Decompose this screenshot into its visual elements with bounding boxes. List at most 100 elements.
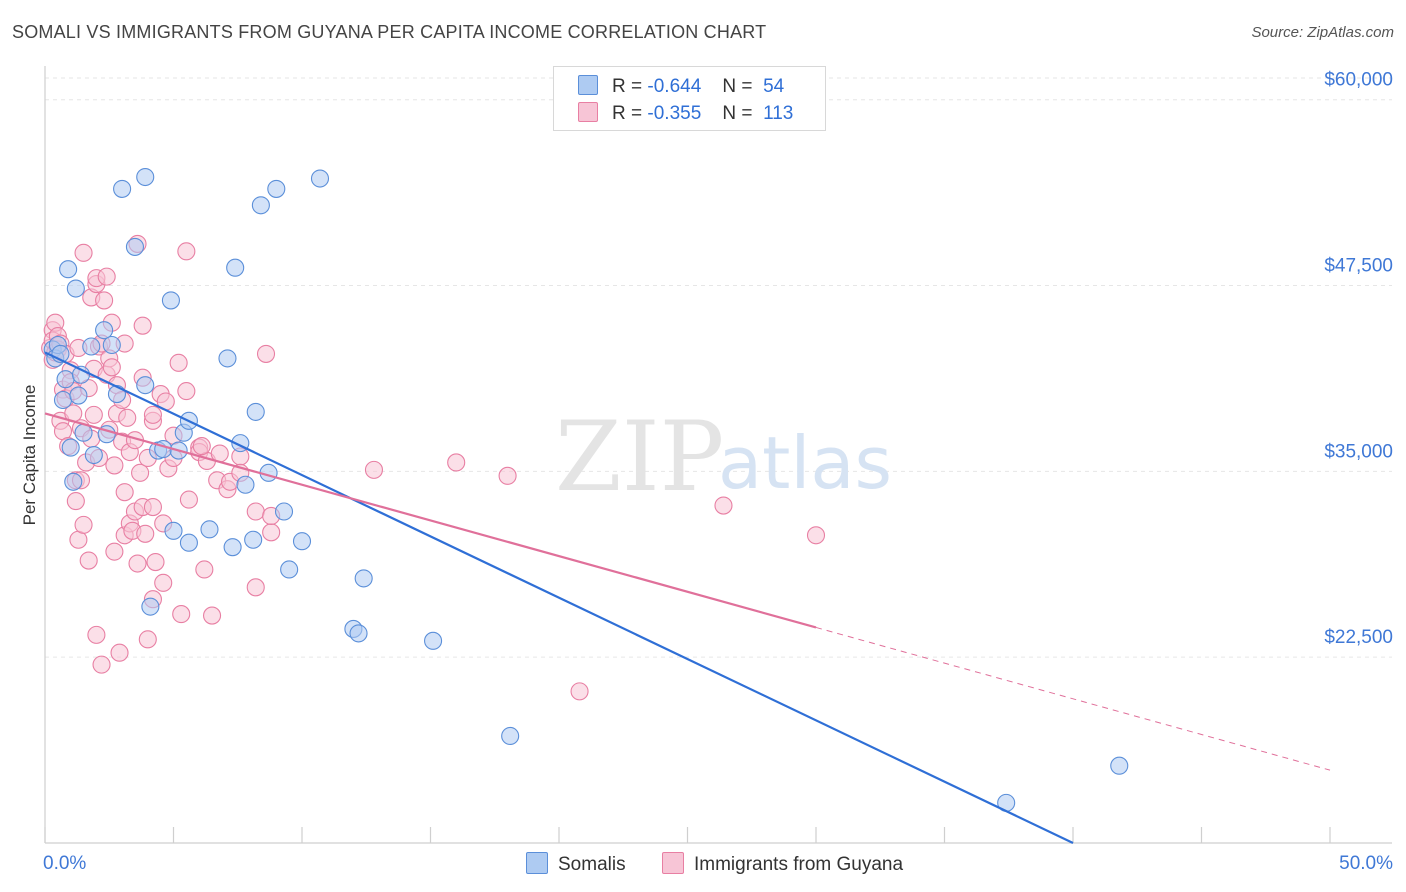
- legend-r-label: R =: [612, 76, 643, 97]
- legend-r-label: R =: [612, 103, 643, 124]
- axes: [44, 66, 1392, 844]
- guyana-point: [128, 554, 147, 573]
- guyana-point: [74, 243, 93, 262]
- guyana-point: [447, 453, 466, 472]
- somali-point: [82, 337, 101, 356]
- guyana-point: [102, 358, 121, 377]
- correlation-legend: R = -0.644 N = 54 R = -0.355 N = 113: [553, 66, 826, 131]
- legend-n-value: 113: [763, 103, 794, 124]
- guyana-point: [364, 460, 384, 479]
- guyana-point: [570, 682, 589, 701]
- legend-n-label: N =: [722, 103, 753, 124]
- somali-point: [251, 196, 270, 215]
- watermark: ZIP atlas: [555, 401, 892, 513]
- chart-title: SOMALI VS IMMIGRANTS FROM GUYANA PER CAP…: [12, 22, 767, 42]
- bottom-legend-guyana: Immigrants from Guyana: [662, 852, 903, 876]
- bottom-legend-label-guyana: Immigrants from Guyana: [694, 854, 904, 875]
- somali-point: [95, 321, 114, 340]
- guyana-point: [169, 353, 188, 372]
- somali-point: [292, 532, 312, 551]
- somali-point: [349, 624, 368, 643]
- watermark-zip: ZIP: [555, 401, 724, 513]
- somali-point: [236, 475, 255, 494]
- y-tick-label: $47,500: [1324, 256, 1393, 277]
- somali-point: [267, 179, 286, 198]
- guyana-point: [66, 492, 85, 511]
- somali-point: [310, 169, 330, 188]
- somali-point: [61, 438, 80, 457]
- guyana-point: [177, 242, 196, 261]
- guyana-point: [192, 437, 211, 456]
- bottom-legend-swatch-somalis: [526, 852, 548, 874]
- guyana-point: [97, 267, 116, 286]
- legend-r-value: -0.355: [647, 103, 702, 124]
- guyana-point: [262, 523, 281, 542]
- guyana-point: [133, 316, 152, 335]
- y-axis-label: Per Capita Income: [20, 384, 39, 526]
- y-tick-label: $60,000: [1324, 70, 1393, 91]
- somali-point: [136, 376, 155, 395]
- legend-row-somalis: R = -0.644 N = 54: [578, 75, 784, 101]
- bottom-legend-somalis: Somalis: [526, 852, 626, 876]
- guyana-point: [154, 573, 173, 592]
- guyana-point: [143, 405, 162, 424]
- bottom-legend-label-somalis: Somalis: [558, 854, 626, 875]
- y-tick-label: $35,000: [1324, 441, 1393, 462]
- somali-point: [223, 538, 242, 557]
- legend-n-value: 54: [763, 76, 785, 97]
- somali-point: [226, 258, 245, 277]
- guyana-point: [138, 630, 157, 649]
- guyana-point: [806, 526, 826, 545]
- somali-point: [246, 402, 265, 421]
- guyana-point: [131, 463, 150, 482]
- somali-point: [102, 335, 121, 355]
- guyana-point: [203, 606, 222, 625]
- guyana-point: [136, 524, 155, 543]
- guyana-point: [118, 408, 137, 427]
- somali-point: [141, 597, 160, 616]
- somali-point: [125, 237, 144, 256]
- trend-lines: [44, 351, 1331, 844]
- guyana-point: [498, 466, 517, 485]
- legend-r-value: -0.644: [647, 76, 702, 97]
- legend-row-guyana: R = -0.355 N = 113: [578, 102, 793, 128]
- guyana-point: [115, 483, 134, 502]
- somali-point: [64, 472, 83, 491]
- source-label: Source: ZipAtlas.com: [1251, 24, 1394, 41]
- somali-point: [280, 560, 299, 579]
- somali-trend-line: [44, 351, 1074, 844]
- somali-point: [69, 386, 88, 405]
- somali-point: [218, 349, 237, 368]
- guyana-point: [95, 291, 114, 310]
- guyana-point: [172, 605, 191, 624]
- somali-point: [84, 445, 103, 465]
- somali-point: [179, 533, 198, 552]
- guyana-point: [246, 578, 265, 597]
- legend-swatch-somalis: [578, 75, 598, 95]
- bottom-legend-swatch-guyana: [662, 852, 684, 874]
- legend-n-label: N =: [722, 76, 753, 97]
- guyana-point: [105, 456, 124, 475]
- somali-point: [154, 440, 173, 459]
- guyana-point: [143, 497, 162, 517]
- guyana-point: [714, 496, 733, 515]
- guyana-point: [179, 490, 198, 509]
- guyana-trend-extension: [815, 626, 1331, 771]
- grid-lines: [45, 77, 1392, 658]
- guyana-point: [74, 515, 93, 534]
- somali-point: [59, 260, 78, 279]
- y-tick-label: $22,500: [1324, 627, 1393, 648]
- guyana-point: [105, 542, 124, 561]
- guyana-point: [84, 405, 103, 424]
- guyana-trend-line: [44, 412, 817, 629]
- guyana-point: [87, 625, 106, 644]
- x-tick-label: 50.0%: [1339, 853, 1393, 874]
- x-tick-label: 0.0%: [43, 853, 86, 874]
- somali-point: [107, 385, 127, 404]
- guyana-point: [177, 382, 196, 401]
- somali-point: [200, 520, 219, 539]
- somali-point: [274, 502, 294, 521]
- somali-point: [244, 530, 263, 549]
- somali-point: [66, 279, 85, 298]
